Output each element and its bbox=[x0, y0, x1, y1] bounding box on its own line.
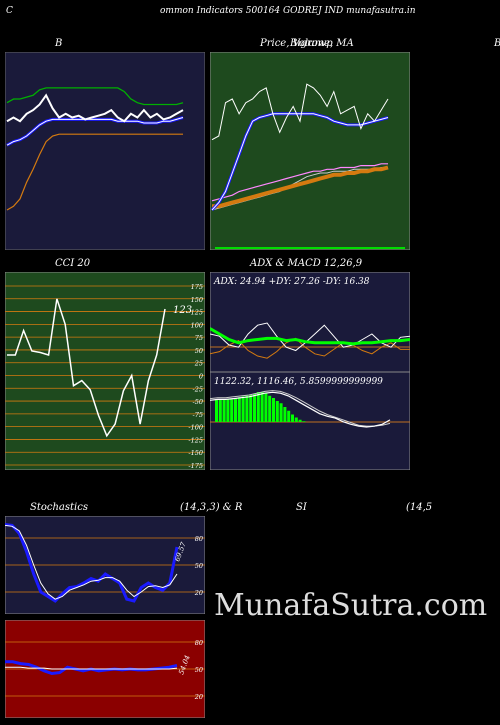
cci-ticks: 175 150 125 100 75 50 25 0 -25 -50 -75 -100 -125 -150… bbox=[188, 283, 203, 470]
macd-histogram-bar bbox=[215, 399, 218, 422]
macd-histogram-bar bbox=[283, 407, 287, 422]
bb-price-line bbox=[6, 93, 184, 123]
stoch-lines bbox=[5, 523, 179, 603]
macd-line bbox=[210, 391, 391, 428]
rsi-tick-label: 50 bbox=[195, 666, 203, 674]
stochastics-tick-label: 50 bbox=[195, 562, 203, 570]
macd-histogram-bar bbox=[272, 398, 275, 422]
cci-tick-label: 150 bbox=[191, 296, 203, 304]
cci-tick-label: -50 bbox=[193, 398, 203, 406]
macd-histogram-bar bbox=[268, 395, 272, 422]
rsi-title: SI bbox=[296, 502, 307, 513]
adx-lines bbox=[210, 322, 410, 359]
cci-title: CCI 20 bbox=[55, 258, 91, 269]
price-ma-short-core bbox=[211, 113, 389, 211]
stoch-params: (14,3,3) & R bbox=[180, 502, 243, 513]
macd-histogram-bar bbox=[241, 396, 245, 422]
adx-minus-di bbox=[210, 337, 410, 359]
macd-histogram-bar bbox=[294, 417, 298, 422]
price-close-line bbox=[211, 83, 389, 141]
price-bg bbox=[210, 52, 410, 250]
bollinger-bg bbox=[5, 52, 205, 250]
price-ma-orange bbox=[212, 165, 389, 209]
price-lines bbox=[210, 83, 389, 212]
macd-histogram-bar bbox=[253, 393, 256, 422]
cci-chart: 175 150 125 100 75 50 25 0 -25 -50 -75 -100 -125 -150… bbox=[5, 272, 205, 470]
macd-histogram-bar bbox=[230, 399, 234, 422]
macd-lines bbox=[210, 390, 391, 428]
macd-histogram-bar bbox=[222, 399, 226, 422]
cci-grid bbox=[5, 285, 205, 466]
cci-tick-label: -75 bbox=[193, 411, 203, 419]
adx-title: ADX & MACD 12,26,9 bbox=[250, 258, 363, 269]
stoch-title: Stochastics bbox=[30, 502, 88, 513]
macd-histogram-bar bbox=[298, 419, 302, 422]
rsi-tick-label: 80 bbox=[195, 639, 203, 647]
bb-upper-band bbox=[6, 87, 184, 106]
macd-histogram-bar bbox=[249, 395, 253, 422]
macd-signal-line bbox=[210, 390, 391, 427]
cci-tick-label: 175 bbox=[191, 283, 203, 291]
cci-bg bbox=[5, 272, 205, 470]
cci-tick-label: 100 bbox=[191, 321, 203, 329]
cci-tick-label: -25 bbox=[193, 385, 203, 393]
bb-middle-band-core bbox=[6, 117, 184, 146]
cci-tick-label: -150 bbox=[188, 449, 203, 457]
adx-bg bbox=[210, 272, 410, 372]
rsi-tick-label: 20 bbox=[194, 693, 203, 701]
stoch-grid: 80 50 20 bbox=[5, 535, 205, 597]
macd-histogram-bar bbox=[226, 399, 230, 422]
header-letter: C bbox=[6, 6, 13, 16]
macd-histogram-bar bbox=[234, 398, 237, 422]
cci-series-line bbox=[7, 298, 166, 438]
cci-value-label: 123 bbox=[173, 305, 192, 316]
cci-tick-label: 125 bbox=[191, 309, 203, 317]
macd-histogram-bar bbox=[245, 395, 249, 422]
stochastics-tick-label: 20 bbox=[194, 589, 203, 597]
cci-tick-label: 75 bbox=[195, 334, 203, 342]
macd-label: 1122.32, 1116.46, 5.8599999999999 bbox=[214, 377, 383, 387]
rsi-lines bbox=[5, 660, 178, 676]
macd-histogram-bar bbox=[218, 399, 222, 422]
price-ma-pink bbox=[211, 163, 388, 202]
cci-tick-label: 50 bbox=[195, 347, 203, 355]
cci-tick-label: 0 bbox=[199, 373, 203, 381]
price-chart bbox=[210, 52, 410, 250]
price-right-letter: B bbox=[494, 38, 500, 49]
header-text: ommon Indicators 500164 GODREJ IND munaf… bbox=[160, 6, 416, 16]
macd-histogram-bar bbox=[302, 421, 306, 422]
cci-tick-label: -175 bbox=[188, 462, 203, 470]
macd-chart: 1122.32, 1116.46, 5.8599999999999 bbox=[210, 372, 410, 470]
macd-histogram-bar bbox=[237, 397, 241, 422]
rsi-params: (14,5 bbox=[406, 502, 433, 513]
adx-line bbox=[210, 327, 410, 346]
bb-title: B bbox=[55, 38, 63, 49]
watermark: MunafaSutra.com bbox=[214, 588, 488, 623]
adx-chart: ADX: 24.94 +DY: 27.26 -DY: 16.38 bbox=[210, 272, 410, 372]
stochastics-slow-line bbox=[5, 524, 178, 600]
cci-tick-label: -125 bbox=[188, 436, 203, 444]
stochastics-fast-line bbox=[5, 523, 179, 603]
price-title: Price, Volume, MA bbox=[260, 38, 354, 49]
price-overlay: Bigrowp bbox=[290, 38, 333, 49]
macd-histogram-bar bbox=[287, 410, 291, 422]
cci-tick-label: -100 bbox=[188, 424, 203, 432]
macd-histogram-bar bbox=[256, 392, 260, 422]
macd-histogram-bar bbox=[275, 401, 279, 422]
bollinger-lines bbox=[6, 87, 184, 211]
stochastics-tick-label: 80 bbox=[195, 535, 203, 543]
macd-histogram bbox=[215, 392, 306, 422]
macd-histogram-bar bbox=[279, 403, 283, 422]
cci-tick-label: 25 bbox=[194, 360, 203, 368]
bb-lower-band bbox=[6, 133, 183, 211]
macd-histogram-bar bbox=[260, 392, 264, 422]
adx-label: ADX: 24.94 +DY: 27.26 -DY: 16.38 bbox=[213, 277, 370, 287]
macd-histogram-bar bbox=[264, 393, 268, 422]
bollinger-chart bbox=[5, 52, 205, 250]
macd-histogram-bar bbox=[291, 414, 294, 422]
rsi-slow-line bbox=[5, 666, 178, 670]
